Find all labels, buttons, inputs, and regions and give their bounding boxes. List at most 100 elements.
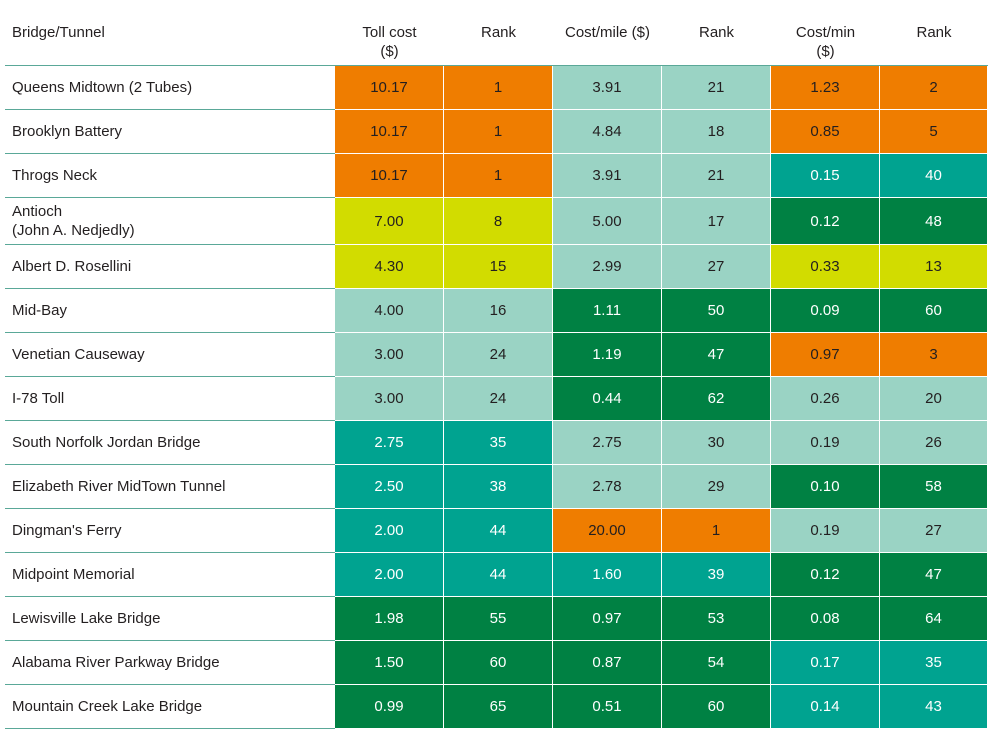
- bridge-name-cell: Throgs Neck: [5, 154, 335, 198]
- bridge-name: I-78 Toll: [12, 390, 65, 407]
- cost-per-min-cell: 1.23: [771, 66, 880, 110]
- cost-per-min-cell: 0.12: [771, 553, 880, 597]
- toll-rank-cell: 24: [444, 377, 553, 421]
- header-row: Bridge/Tunnel Toll cost ($) Rank Cost/mil…: [5, 14, 988, 66]
- cost-per-min-cell: 0.15: [771, 154, 880, 198]
- mile-rank-cell: 47: [662, 333, 771, 377]
- cost-per-mile-cell: 0.97: [553, 597, 662, 641]
- cost-per-mile-cell: 3.91: [553, 154, 662, 198]
- bridge-name: Dingman's Ferry: [12, 522, 122, 539]
- bridge-name: Albert D. Rosellini: [12, 258, 132, 275]
- bridge-name-cell: Alabama River Parkway Bridge: [5, 641, 335, 685]
- mile-rank-cell: 27: [662, 245, 771, 289]
- bridge-name: Elizabeth River MidTown Tunnel: [12, 478, 226, 495]
- cost-per-mile-cell: 1.60: [553, 553, 662, 597]
- cost-per-mile-cell: 2.78: [553, 465, 662, 509]
- min-rank-cell: 58: [880, 465, 988, 509]
- table-body: Queens Midtown (2 Tubes) 10.17 1 3.91 21 1.23…: [5, 66, 988, 729]
- min-rank-cell: 48: [880, 198, 988, 245]
- toll-rank-cell: 35: [444, 421, 553, 465]
- cost-per-mile-cell: 1.11: [553, 289, 662, 333]
- table-row: Lewisville Lake Bridge 1.98 55 0.97 53 0.08 64: [5, 597, 988, 641]
- bridge-name: Antioch: [12, 203, 63, 220]
- bridge-name-cell: Lewisville Lake Bridge: [5, 597, 335, 641]
- table-row: Venetian Causeway 3.00 24 1.19 47 0.97 3: [5, 333, 988, 377]
- toll-cost-cell: 3.00: [335, 377, 444, 421]
- min-rank-cell: 43: [880, 685, 988, 729]
- mile-rank-cell: 21: [662, 66, 771, 110]
- min-rank-cell: 2: [880, 66, 988, 110]
- toll-cost-cell: 10.17: [335, 110, 444, 154]
- table-row: South Norfolk Jordan Bridge 2.75 35 2.75 30 0…: [5, 421, 988, 465]
- mile-rank-cell: 1: [662, 509, 771, 553]
- cost-per-min-cell: 0.19: [771, 421, 880, 465]
- toll-cost-cell: 0.99: [335, 685, 444, 729]
- table-row: I-78 Toll 3.00 24 0.44 62 0.26 20: [5, 377, 988, 421]
- bridge-name: Throgs Neck: [12, 167, 98, 184]
- table-row: Mid-Bay 4.00 16 1.11 50 0.09 60: [5, 289, 988, 333]
- table-row: Midpoint Memorial 2.00 44 1.60 39 0.12 47: [5, 553, 988, 597]
- bridge-name-cell: Elizabeth River MidTown Tunnel: [5, 465, 335, 509]
- mile-rank-cell: 30: [662, 421, 771, 465]
- min-rank-cell: 26: [880, 421, 988, 465]
- cost-per-mile-cell: 3.91: [553, 66, 662, 110]
- mile-rank-cell: 39: [662, 553, 771, 597]
- mile-rank-cell: 60: [662, 685, 771, 729]
- bridge-name-cell: Mountain Creek Lake Bridge: [5, 685, 335, 729]
- toll-cost-cell: 2.75: [335, 421, 444, 465]
- toll-cost-cell: 3.00: [335, 333, 444, 377]
- bridge-name: Midpoint Memorial: [12, 566, 135, 583]
- toll-rank-cell: 8: [444, 198, 553, 245]
- table-row: Elizabeth River MidTown Tunnel 2.50 38 2.78…: [5, 465, 988, 509]
- cost-per-mile-cell: 0.51: [553, 685, 662, 729]
- bridge-name-line2: (John A. Nedjedly): [12, 222, 135, 239]
- toll-rank-cell: 60: [444, 641, 553, 685]
- toll-cost-cell: 7.00: [335, 198, 444, 245]
- bridge-name-cell: South Norfolk Jordan Bridge: [5, 421, 335, 465]
- toll-rank-cell: 1: [444, 154, 553, 198]
- toll-cost-cell: 2.50: [335, 465, 444, 509]
- toll-rank-cell: 55: [444, 597, 553, 641]
- bridge-name: Alabama River Parkway Bridge: [12, 654, 220, 671]
- toll-rank-cell: 44: [444, 553, 553, 597]
- toll-cost-cell: 1.98: [335, 597, 444, 641]
- mile-rank-cell: 53: [662, 597, 771, 641]
- cost-per-min-cell: 0.14: [771, 685, 880, 729]
- bridge-name-cell: Midpoint Memorial: [5, 553, 335, 597]
- mile-rank-cell: 62: [662, 377, 771, 421]
- toll-rank-cell: 65: [444, 685, 553, 729]
- table-row: Albert D. Rosellini 4.30 15 2.99 27 0.33 13: [5, 245, 988, 289]
- cost-per-min-cell: 0.33: [771, 245, 880, 289]
- header-cost-per-min-line1: Cost/min: [795, 24, 856, 41]
- cost-per-min-cell: 0.17: [771, 641, 880, 685]
- toll-cost-cell: 4.00: [335, 289, 444, 333]
- min-rank-cell: 64: [880, 597, 988, 641]
- cost-per-min-cell: 0.19: [771, 509, 880, 553]
- min-rank-cell: 3: [880, 333, 988, 377]
- bridge-name: South Norfolk Jordan Bridge: [12, 434, 201, 451]
- min-rank-cell: 27: [880, 509, 988, 553]
- toll-rank-cell: 38: [444, 465, 553, 509]
- bridge-name: Mountain Creek Lake Bridge: [12, 698, 203, 715]
- toll-cost-cell: 10.17: [335, 66, 444, 110]
- bridge-name-cell: I-78 Toll: [5, 377, 335, 421]
- header-cost-per-min-line2: ($): [816, 43, 835, 60]
- header-toll-cost-line1: Toll cost: [362, 24, 417, 41]
- toll-comparison-table: Bridge/Tunnel Toll cost ($) Rank Cost/mil…: [5, 14, 988, 729]
- table-row: Queens Midtown (2 Tubes) 10.17 1 3.91 21 1.23…: [5, 66, 988, 110]
- toll-cost-cell: 10.17: [335, 154, 444, 198]
- min-rank-cell: 40: [880, 154, 988, 198]
- header-toll-cost: Toll cost ($): [335, 14, 444, 66]
- table-row: Mountain Creek Lake Bridge 0.99 65 0.51 60 0.…: [5, 685, 988, 729]
- toll-rank-cell: 24: [444, 333, 553, 377]
- header-bridge-tunnel: Bridge/Tunnel: [5, 14, 335, 66]
- bridge-name-cell: Albert D. Rosellini: [5, 245, 335, 289]
- cost-per-mile-cell: 2.75: [553, 421, 662, 465]
- bridge-name: Lewisville Lake Bridge: [12, 610, 161, 627]
- header-toll-cost-line2: ($): [380, 43, 399, 60]
- min-rank-cell: 5: [880, 110, 988, 154]
- toll-cost-cell: 4.30: [335, 245, 444, 289]
- min-rank-cell: 35: [880, 641, 988, 685]
- cost-per-mile-cell: 0.87: [553, 641, 662, 685]
- toll-rank-cell: 15: [444, 245, 553, 289]
